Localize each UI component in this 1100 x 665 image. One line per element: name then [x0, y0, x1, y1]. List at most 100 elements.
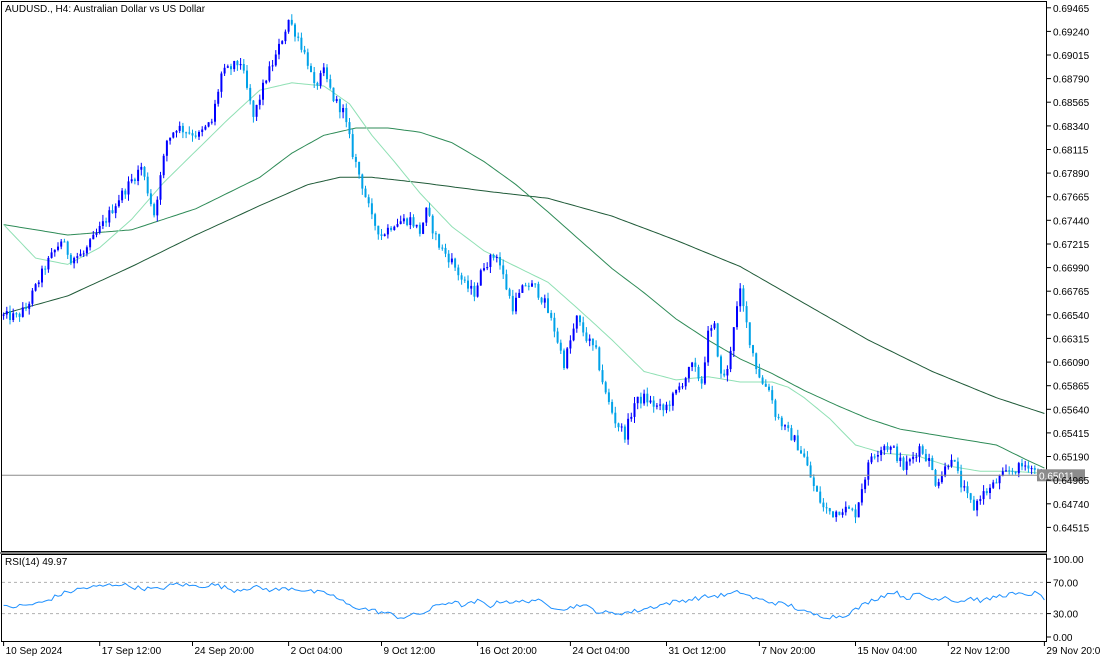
- price-tick-label: 0.65640: [1053, 405, 1090, 416]
- candle-body: [937, 482, 940, 486]
- candle: [627, 413, 630, 445]
- time-tick-label: 15 Nov 04:00: [858, 646, 918, 657]
- candle-body: [210, 121, 213, 123]
- candle: [121, 188, 124, 203]
- candle: [1024, 460, 1027, 471]
- candle: [278, 38, 280, 60]
- candle-body: [322, 67, 325, 74]
- candle-body: [707, 330, 710, 363]
- candle: [563, 348, 565, 370]
- candle-body: [41, 268, 43, 283]
- candle-body: [149, 193, 152, 205]
- candle-body: [15, 313, 18, 315]
- candle: [896, 443, 899, 463]
- candle-body: [985, 491, 988, 494]
- candle-body: [127, 181, 130, 195]
- candle: [34, 283, 37, 292]
- candle: [181, 122, 184, 139]
- candle: [1014, 471, 1017, 475]
- price-tick-label: 0.65415: [1053, 429, 1090, 440]
- candle: [1008, 466, 1011, 475]
- candle: [165, 139, 168, 162]
- candle-body: [1008, 470, 1011, 472]
- candle-body: [924, 453, 927, 462]
- candle: [1011, 467, 1014, 475]
- price-tick-label: 0.64515: [1053, 523, 1090, 534]
- candle: [207, 122, 210, 128]
- candle: [508, 287, 511, 299]
- candle-body: [505, 274, 508, 290]
- candle-body: [146, 176, 149, 194]
- candle-body: [165, 140, 168, 156]
- candle-body: [816, 486, 818, 492]
- candle: [659, 398, 662, 411]
- time-tick-label: 7 Nov 20:00: [761, 646, 815, 657]
- rsi-tick-label: 0.00: [1053, 633, 1073, 644]
- candle-body: [537, 283, 540, 298]
- price-tick-label: 0.66765: [1053, 287, 1090, 298]
- candle: [787, 421, 790, 432]
- candle-body: [543, 298, 546, 303]
- candle-body: [582, 322, 585, 333]
- candle: [1017, 461, 1020, 478]
- candle: [37, 280, 40, 288]
- candle: [60, 239, 63, 250]
- candle: [822, 498, 825, 512]
- candle-body: [105, 221, 108, 223]
- candle: [582, 316, 585, 337]
- candle: [268, 61, 271, 83]
- candle: [41, 265, 43, 288]
- candle: [550, 310, 553, 321]
- candle: [668, 400, 671, 412]
- candle-body: [233, 61, 236, 70]
- candle-body: [1021, 463, 1023, 467]
- candle-body: [287, 19, 290, 32]
- candle-body: [972, 499, 975, 511]
- candle-body: [457, 267, 460, 276]
- ma-fast-line: [3, 82, 1045, 474]
- candle-body: [290, 19, 293, 25]
- candle-body: [566, 348, 569, 368]
- candle-body: [854, 509, 857, 518]
- candle-body: [867, 462, 870, 480]
- candle-body: [1014, 471, 1017, 474]
- candle-body: [710, 328, 713, 331]
- candle: [191, 129, 194, 142]
- candle: [463, 276, 466, 283]
- candle: [351, 129, 354, 160]
- candle: [89, 238, 92, 251]
- candle: [194, 130, 197, 139]
- candle: [944, 462, 947, 478]
- price-tick-label: 0.67215: [1053, 240, 1090, 251]
- candle: [768, 383, 770, 392]
- candle-body: [748, 322, 751, 346]
- candle-body: [66, 241, 69, 255]
- candle: [358, 161, 361, 179]
- price-tick-label: 0.68790: [1053, 75, 1090, 86]
- candle: [976, 499, 979, 517]
- candle-body: [681, 386, 684, 388]
- candle: [319, 70, 322, 89]
- candle-body: [73, 257, 76, 264]
- candle: [76, 252, 79, 264]
- candle-body: [652, 400, 655, 407]
- candle: [864, 477, 867, 494]
- candle: [412, 214, 415, 228]
- candle-body: [300, 37, 303, 50]
- candle: [425, 207, 428, 226]
- candle-body: [585, 332, 588, 341]
- candle-body: [335, 99, 338, 102]
- candle-body: [675, 389, 678, 394]
- candle: [329, 74, 332, 90]
- candle-body: [226, 66, 229, 68]
- candle-body: [963, 486, 966, 488]
- candle-body: [108, 210, 111, 223]
- candle-body: [217, 91, 220, 104]
- candle: [617, 422, 620, 432]
- candle-body: [806, 456, 809, 466]
- candle-body: [345, 108, 348, 123]
- candle: [294, 22, 296, 42]
- candle: [777, 413, 780, 420]
- candle: [908, 457, 911, 466]
- candle: [236, 60, 239, 71]
